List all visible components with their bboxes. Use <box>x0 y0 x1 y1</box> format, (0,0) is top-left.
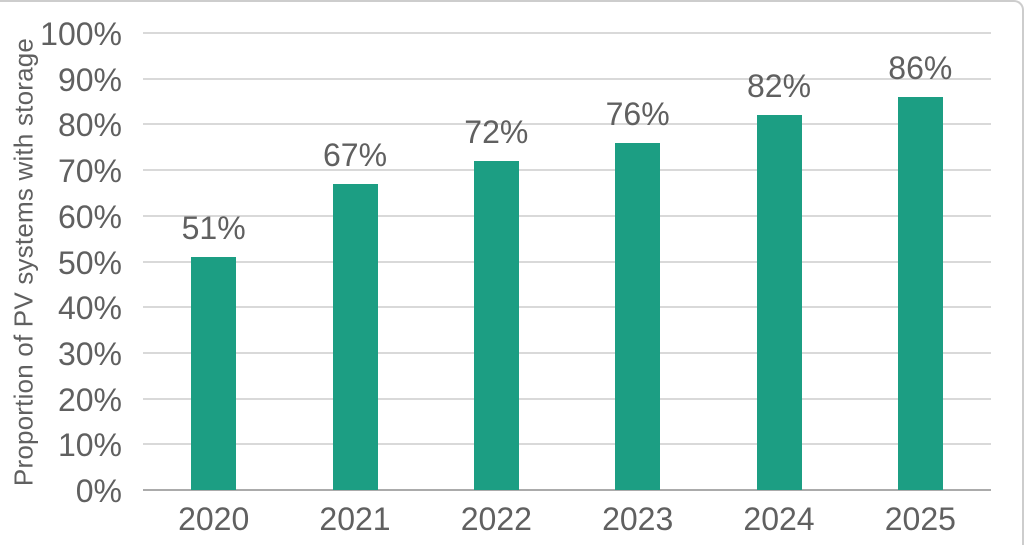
y-tick-label: 80% <box>57 107 122 144</box>
x-tick-label: 2025 <box>884 501 956 537</box>
gridline <box>143 32 991 34</box>
y-tick-label: 20% <box>57 381 122 418</box>
x-tick-label: 2022 <box>460 501 532 537</box>
y-tick-label: 40% <box>57 290 122 327</box>
bar-2024 <box>756 115 802 490</box>
x-tick-label: 2020 <box>178 501 250 537</box>
y-tick-label: 100% <box>40 16 122 52</box>
bar-value-label: 86% <box>888 49 953 86</box>
y-tick-label: 30% <box>57 335 122 372</box>
bar-2025 <box>897 96 943 490</box>
x-axis-line <box>143 489 991 491</box>
gridline <box>143 306 991 309</box>
y-tick-label: 50% <box>57 244 122 281</box>
bar-value-label: 82% <box>746 68 812 105</box>
bar-2021 <box>332 183 378 490</box>
bar-value-label: 72% <box>464 113 529 150</box>
y-tick-label: 10% <box>57 427 122 464</box>
gridline <box>143 123 991 126</box>
gridline <box>143 77 991 80</box>
gridline <box>143 443 991 446</box>
x-tick-label: 2021 <box>319 501 391 537</box>
gridline <box>143 214 991 217</box>
y-tick-label: 0% <box>75 473 122 509</box>
bar-2023 <box>615 142 661 490</box>
x-tick-label: 2023 <box>602 501 674 537</box>
gridline <box>143 260 991 263</box>
bar-value-label: 76% <box>605 95 670 132</box>
bar-2022 <box>473 160 519 490</box>
bar-2020 <box>191 256 237 490</box>
x-tick-label: 2024 <box>743 501 815 537</box>
gridline <box>143 397 991 400</box>
bar-value-label: 51% <box>181 209 246 246</box>
y-tick-label: 90% <box>57 61 122 98</box>
gridline <box>143 169 991 172</box>
y-tick-label: 70% <box>57 153 122 190</box>
y-tick-label: 60% <box>57 198 122 235</box>
plot-area: 51% 67% 72% 76% 82% 86% <box>143 32 991 491</box>
gridline <box>143 351 991 354</box>
bar-value-label: 67% <box>322 136 388 173</box>
